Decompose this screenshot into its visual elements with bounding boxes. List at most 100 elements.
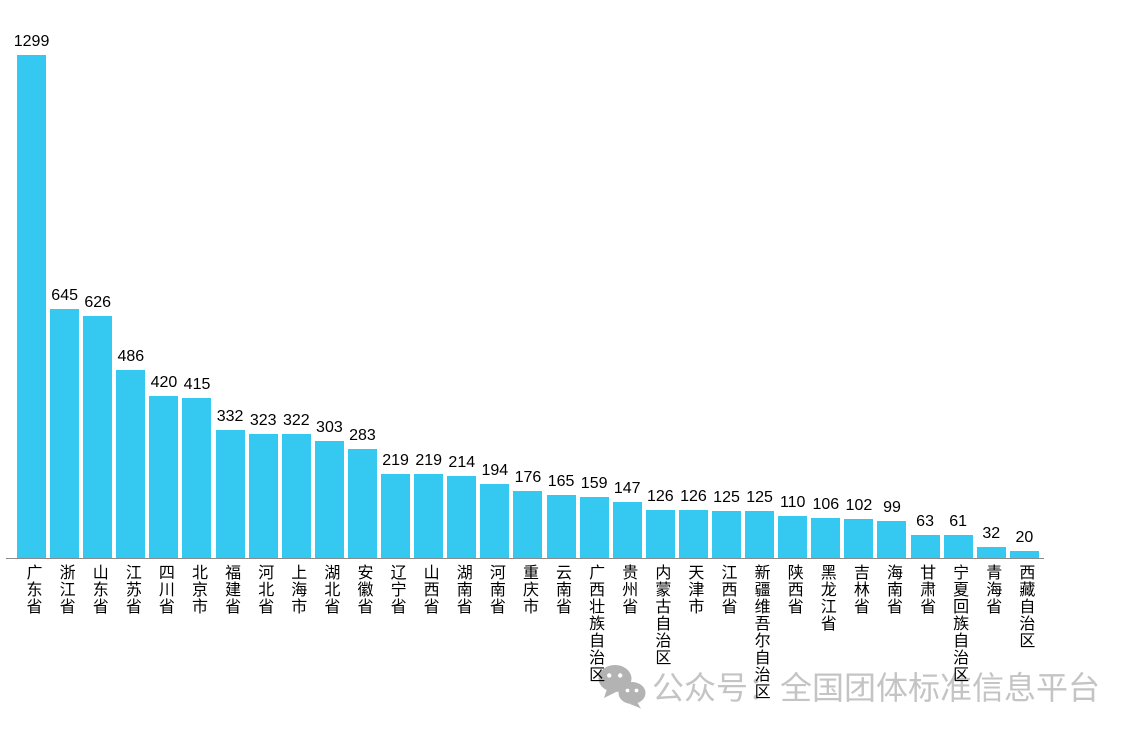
x-axis-label: 四川省 — [155, 564, 173, 615]
watermark-text: 公众号：全国团体标准信息平台 — [652, 670, 1101, 706]
bar-group: 645 浙江省 — [48, 0, 81, 732]
bar — [745, 511, 775, 559]
bar-group: 147 贵州省 — [611, 0, 644, 732]
watermark: 公众号：全国团体标准信息平台 — [597, 663, 1100, 709]
bar-group: 486 江苏省 — [114, 0, 147, 732]
bar-group: 194 河南省 — [478, 0, 511, 732]
bar-group: 176 重庆市 — [511, 0, 544, 732]
bar-group: 126 内蒙古自治区 — [644, 0, 677, 732]
bar-group: 126 天津市 — [677, 0, 710, 732]
bar — [678, 510, 708, 559]
x-axis-label: 广西壮族自治区 — [586, 564, 604, 683]
bar-value-label: 415 — [183, 376, 211, 394]
x-axis-label: 天津市 — [685, 564, 703, 615]
x-axis-label: 北京市 — [189, 564, 207, 615]
bar — [778, 516, 808, 559]
bar-value-label: 176 — [514, 469, 542, 487]
bar-value-label: 214 — [448, 454, 476, 472]
bar — [381, 474, 411, 559]
x-axis-label: 湖南省 — [453, 564, 471, 615]
bar-group: 214 湖南省 — [445, 0, 478, 732]
bar — [579, 497, 609, 559]
x-axis-label: 海南省 — [883, 564, 901, 615]
bar-group: 415 北京市 — [180, 0, 213, 732]
bar-value-label: 1299 — [13, 33, 50, 51]
x-axis-label: 河南省 — [486, 564, 504, 615]
bar — [215, 430, 245, 559]
bar — [50, 309, 80, 559]
bar-value-label: 322 — [282, 412, 310, 430]
bar — [17, 55, 46, 559]
x-axis-label: 青海省 — [983, 564, 1001, 615]
bar-value-label: 303 — [316, 419, 343, 437]
x-axis-label: 吉林省 — [850, 564, 868, 615]
x-axis-label: 云南省 — [553, 564, 571, 615]
bar — [414, 474, 444, 559]
bar-value-label: 63 — [916, 513, 934, 531]
x-axis-label: 黑龙江省 — [817, 564, 835, 632]
x-axis-label: 贵州省 — [619, 564, 637, 615]
bar-value-label: 159 — [580, 475, 608, 493]
x-axis-label: 江苏省 — [122, 564, 140, 615]
bar — [314, 441, 344, 559]
bar-value-label: 147 — [613, 480, 641, 498]
bar-group: 420 四川省 — [147, 0, 180, 732]
bar — [281, 434, 311, 559]
bar-group: 110 陕西省 — [776, 0, 809, 732]
bar-value-label: 645 — [51, 287, 78, 305]
bar-group: 626 山东省 — [81, 0, 114, 732]
bar-group: 20 西藏自治区 — [1008, 0, 1041, 732]
bar — [844, 519, 874, 559]
bar-group: 125 江西省 — [710, 0, 743, 732]
bar — [480, 484, 510, 559]
x-axis-label: 辽宁省 — [387, 564, 405, 615]
bar — [645, 510, 675, 559]
bar — [447, 476, 477, 559]
x-axis-label: 新疆维吾尔自治区 — [751, 564, 769, 700]
bar — [976, 547, 1006, 559]
bar-value-label: 126 — [646, 488, 674, 506]
bar — [1009, 551, 1039, 559]
bar-group: 165 云南省 — [545, 0, 578, 732]
bar-value-label: 420 — [150, 374, 178, 392]
bar-group: 283 安徽省 — [346, 0, 379, 732]
bar-value-label: 332 — [216, 408, 244, 426]
bar — [347, 449, 377, 559]
bar — [182, 398, 212, 559]
x-axis-line — [6, 558, 1044, 559]
x-axis-label: 福建省 — [222, 564, 240, 615]
bar — [513, 491, 543, 559]
bar-group: 159 广西壮族自治区 — [578, 0, 611, 732]
bar-value-label: 61 — [949, 513, 968, 531]
x-axis-label: 浙江省 — [56, 564, 74, 615]
bar-group: 323 河北省 — [247, 0, 280, 732]
bar-group: 219 山西省 — [412, 0, 445, 732]
bar-value-label: 102 — [845, 497, 873, 515]
x-axis-label: 安徽省 — [354, 564, 372, 615]
bar-group: 322 上海市 — [280, 0, 313, 732]
bar — [910, 535, 940, 559]
x-axis-label: 内蒙古自治区 — [652, 564, 670, 666]
bar — [116, 370, 146, 559]
bar-value-label: 20 — [1015, 529, 1034, 547]
bar-group: 32 青海省 — [975, 0, 1008, 732]
x-axis-label: 湖北省 — [321, 564, 339, 615]
x-axis-label: 江西省 — [718, 564, 736, 615]
bar — [248, 434, 278, 559]
bar — [711, 511, 741, 559]
bar-value-label: 110 — [779, 494, 806, 512]
x-axis-label: 广东省 — [23, 564, 41, 615]
bar-value-label: 219 — [382, 452, 409, 470]
bar-value-label: 626 — [84, 294, 112, 312]
x-axis-label: 河北省 — [255, 564, 273, 615]
x-axis-label: 上海市 — [288, 564, 306, 615]
bar-value-label: 323 — [249, 412, 277, 430]
x-axis-label: 重庆市 — [519, 564, 537, 615]
bar-group: 219 辽宁省 — [379, 0, 412, 732]
bar-value-label: 32 — [982, 525, 1001, 543]
bar-group: 106 黑龙江省 — [809, 0, 842, 732]
bar-group: 99 海南省 — [875, 0, 908, 732]
bar-value-label: 283 — [349, 427, 376, 445]
wechat-icon — [597, 664, 647, 709]
